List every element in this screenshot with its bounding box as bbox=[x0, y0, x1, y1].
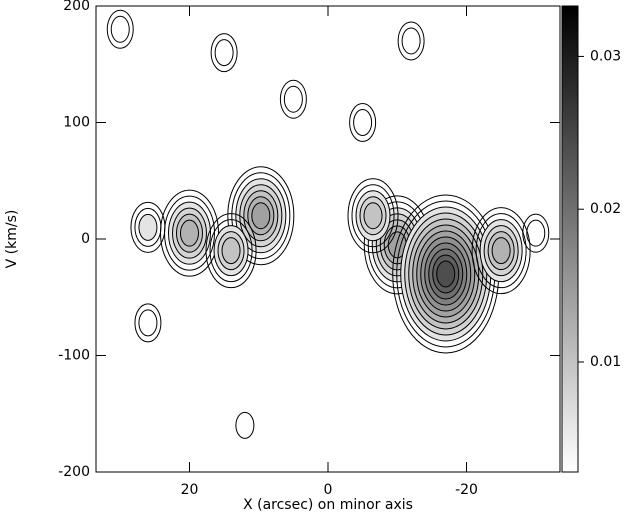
contour bbox=[353, 109, 373, 136]
y-tick-label: -100 bbox=[58, 348, 90, 364]
y-tick-label: 100 bbox=[63, 115, 90, 131]
contour bbox=[279, 79, 307, 119]
contour bbox=[134, 303, 162, 343]
contour bbox=[209, 219, 253, 283]
contour bbox=[526, 219, 546, 247]
contour bbox=[401, 27, 421, 55]
contour bbox=[138, 213, 158, 241]
plot-area bbox=[106, 9, 550, 439]
contour bbox=[349, 103, 377, 142]
contour bbox=[235, 411, 255, 439]
colorbar-tick-label: 0.02 bbox=[590, 201, 621, 217]
contour bbox=[214, 39, 234, 67]
contour bbox=[205, 213, 257, 289]
y-tick-label: 0 bbox=[81, 231, 90, 247]
x-tick-label: 0 bbox=[324, 482, 333, 498]
contour bbox=[130, 201, 166, 253]
contour bbox=[134, 207, 162, 247]
x-axis-label: X (arcsec) on minor axis bbox=[243, 497, 413, 513]
colorbar-tick-label: 0.01 bbox=[590, 354, 621, 370]
contour bbox=[351, 184, 395, 248]
contour bbox=[227, 166, 295, 266]
contour bbox=[491, 237, 511, 265]
x-tick-label: 20 bbox=[181, 482, 199, 498]
contour bbox=[110, 15, 130, 43]
contour bbox=[397, 21, 425, 61]
contour bbox=[347, 178, 399, 254]
contour bbox=[179, 219, 199, 247]
colorbar bbox=[561, 5, 579, 473]
contour bbox=[283, 85, 303, 113]
y-axis-label: V (km/s) bbox=[4, 210, 20, 269]
y-tick-label: -200 bbox=[58, 464, 90, 480]
colorbar-tick-label: 0.03 bbox=[590, 48, 621, 64]
y-tick-label: 200 bbox=[63, 0, 90, 14]
contour bbox=[475, 213, 527, 289]
contour bbox=[363, 202, 383, 230]
contour bbox=[138, 309, 158, 337]
contour bbox=[522, 213, 550, 253]
contour bbox=[221, 237, 241, 265]
x-tick-label: -20 bbox=[455, 482, 478, 498]
contour bbox=[106, 9, 134, 49]
contour bbox=[210, 33, 238, 73]
contour bbox=[436, 260, 456, 288]
contour bbox=[251, 202, 271, 230]
contour bbox=[231, 172, 291, 260]
